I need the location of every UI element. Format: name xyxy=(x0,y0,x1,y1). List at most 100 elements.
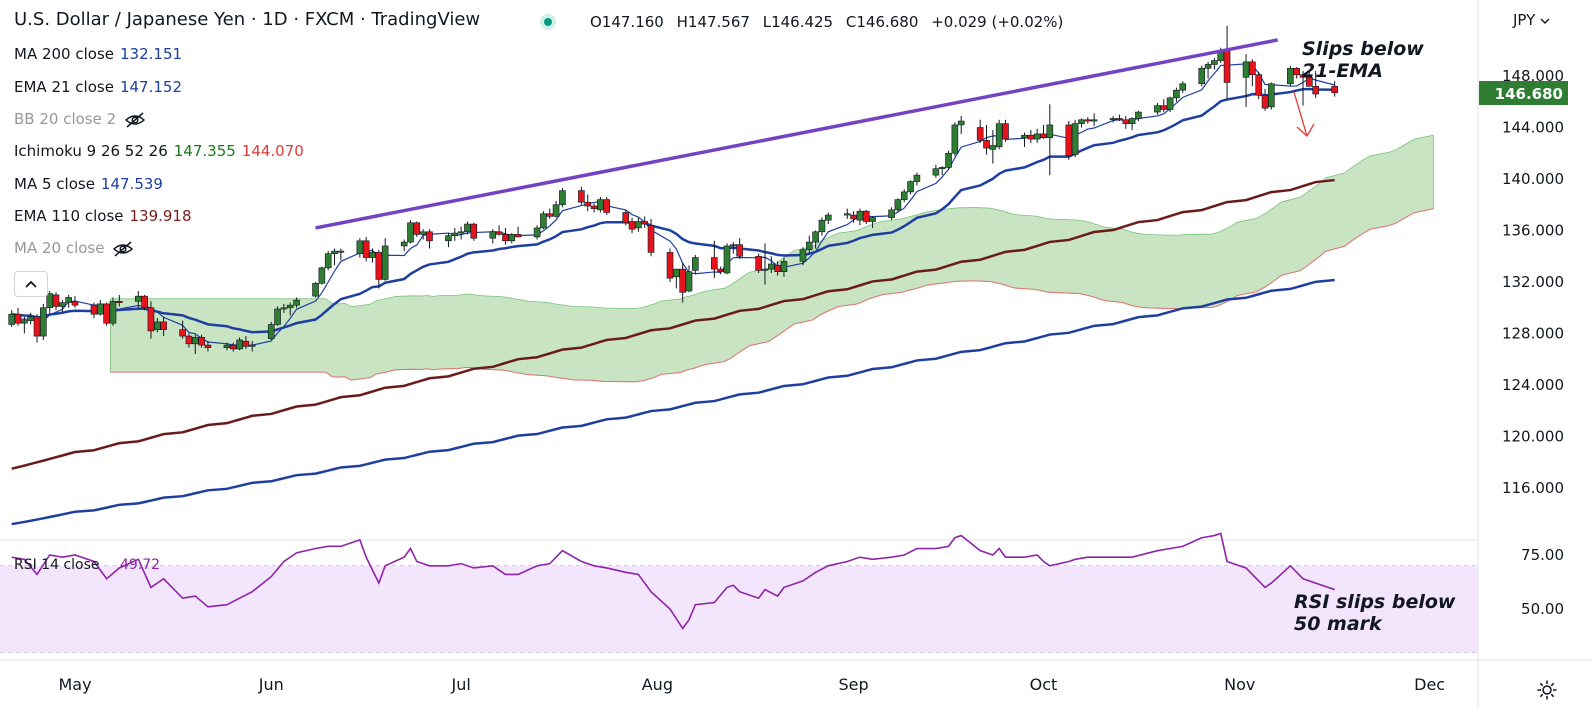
legend-label: MA 5 close xyxy=(14,175,95,193)
candle-up xyxy=(191,337,199,345)
candle-down xyxy=(14,313,22,324)
time-tick-label: Sep xyxy=(839,675,869,694)
candle-up xyxy=(356,240,364,254)
candle-up xyxy=(135,295,142,302)
rsi-tick-label: 75.00 xyxy=(1521,546,1564,564)
candle-up xyxy=(8,313,15,325)
candle-up xyxy=(1078,119,1085,124)
candle-down xyxy=(1299,74,1307,78)
rsi-line xyxy=(11,532,1335,630)
legend-row[interactable]: MA 5 close 147.539 xyxy=(14,175,163,193)
candle-down xyxy=(862,210,870,222)
collapse-legend-button[interactable] xyxy=(14,271,48,297)
candlestick-series xyxy=(8,25,1338,355)
currency-selector[interactable]: JPY xyxy=(1513,11,1550,29)
legend-value: 147.355 xyxy=(173,142,236,160)
candle-up xyxy=(540,213,547,229)
candle-down xyxy=(470,223,478,239)
candle-down xyxy=(641,221,649,225)
candle-down xyxy=(679,268,686,293)
candle-up xyxy=(818,219,826,233)
candle-down xyxy=(584,201,592,207)
arrow-head xyxy=(1296,123,1315,138)
candle-up xyxy=(65,297,72,303)
candle-down xyxy=(755,255,762,271)
legend-row[interactable]: BB 20 close 2 xyxy=(14,110,146,128)
hidden-eye-icon[interactable] xyxy=(124,111,146,128)
legend-value: 139.918 xyxy=(129,207,192,225)
candle-down xyxy=(198,337,205,346)
candle-down xyxy=(413,222,421,235)
candle-up xyxy=(635,221,642,229)
annotation-arrow xyxy=(1293,91,1315,138)
candle-up xyxy=(1166,97,1174,110)
market-status-icon[interactable] xyxy=(540,14,556,30)
candle-up xyxy=(451,232,459,236)
legend-label: EMA 110 close xyxy=(14,207,124,225)
candle-down xyxy=(1249,61,1256,76)
candle-up xyxy=(1033,133,1041,140)
candle-up xyxy=(533,227,541,238)
candle-up xyxy=(59,302,66,307)
price-annotation-line2: 21-EMA xyxy=(1302,60,1383,82)
low-value: L146.425 xyxy=(762,13,834,31)
candle-up xyxy=(843,213,851,216)
candle-down xyxy=(185,335,193,345)
legend-row[interactable]: MA 200 close 132.151 xyxy=(14,45,182,63)
candle-down xyxy=(1065,124,1073,157)
candle-up xyxy=(1211,60,1218,65)
candle-up xyxy=(464,223,471,233)
price-annotation: Slips below 21-EMA xyxy=(1302,38,1424,82)
chart-title: U.S. Dollar / Japanese Yen · 1D · FXCM ·… xyxy=(14,9,481,30)
candle-up xyxy=(286,304,294,309)
candle-up xyxy=(153,321,161,330)
time-tick-label: Jul xyxy=(450,675,470,694)
candle-down xyxy=(983,140,990,149)
legend-row[interactable]: EMA 110 close 139.918 xyxy=(14,207,192,225)
candle-up xyxy=(331,250,338,254)
candle-up xyxy=(995,123,1003,148)
candle-down xyxy=(1293,67,1300,76)
legend-row[interactable]: Ichimoku 9 26 52 26 147.355 144.070 xyxy=(14,142,304,160)
legend-row[interactable]: EMA 21 close 147.152 xyxy=(14,78,182,96)
rsi-tick-label: 50.00 xyxy=(1521,600,1564,618)
candle-up xyxy=(381,245,389,280)
time-axis: May Jun Jul Aug Sep Oct Nov Dec xyxy=(58,675,1445,694)
candle-up xyxy=(957,120,965,126)
candle-down xyxy=(1116,118,1123,121)
candle-up xyxy=(400,241,408,247)
candle-down xyxy=(622,212,630,224)
candle-down xyxy=(204,344,212,348)
price-tick-label: 120.000 xyxy=(1502,428,1564,446)
legend-label: MA 20 close xyxy=(14,239,105,257)
rsi-band xyxy=(0,565,1478,653)
price-tick-label: 128.000 xyxy=(1502,325,1564,343)
candle-down xyxy=(1331,86,1338,94)
candle-up xyxy=(913,174,921,182)
candle-up xyxy=(337,250,345,253)
candle-up xyxy=(907,181,914,193)
candle-up xyxy=(559,190,566,206)
down-arrow-icon xyxy=(1293,91,1308,137)
price-tick-label: 116.000 xyxy=(1502,479,1564,497)
candle-down xyxy=(1084,119,1092,122)
gear-icon[interactable] xyxy=(1536,679,1558,701)
candle-down xyxy=(1312,86,1319,95)
close-value: C146.680 xyxy=(845,13,919,31)
candle-down xyxy=(502,234,509,242)
candle-down xyxy=(1122,119,1130,124)
candle-down xyxy=(71,301,79,306)
candle-up xyxy=(812,231,819,243)
candle-down xyxy=(33,316,41,337)
candle-up xyxy=(761,268,769,271)
candle-up xyxy=(799,249,807,262)
candle-up xyxy=(894,199,902,211)
legend-row[interactable]: MA 20 close xyxy=(14,239,134,257)
rsi-series: RSI 14 close 49.72 xyxy=(11,532,1335,630)
rsi-annotation: RSI slips below 50 mark xyxy=(1294,591,1455,635)
change-value: +0.029 (+0.02%) xyxy=(931,13,1064,31)
candle-up xyxy=(280,307,288,310)
candle-up xyxy=(989,145,997,150)
hidden-eye-icon[interactable] xyxy=(112,240,134,257)
